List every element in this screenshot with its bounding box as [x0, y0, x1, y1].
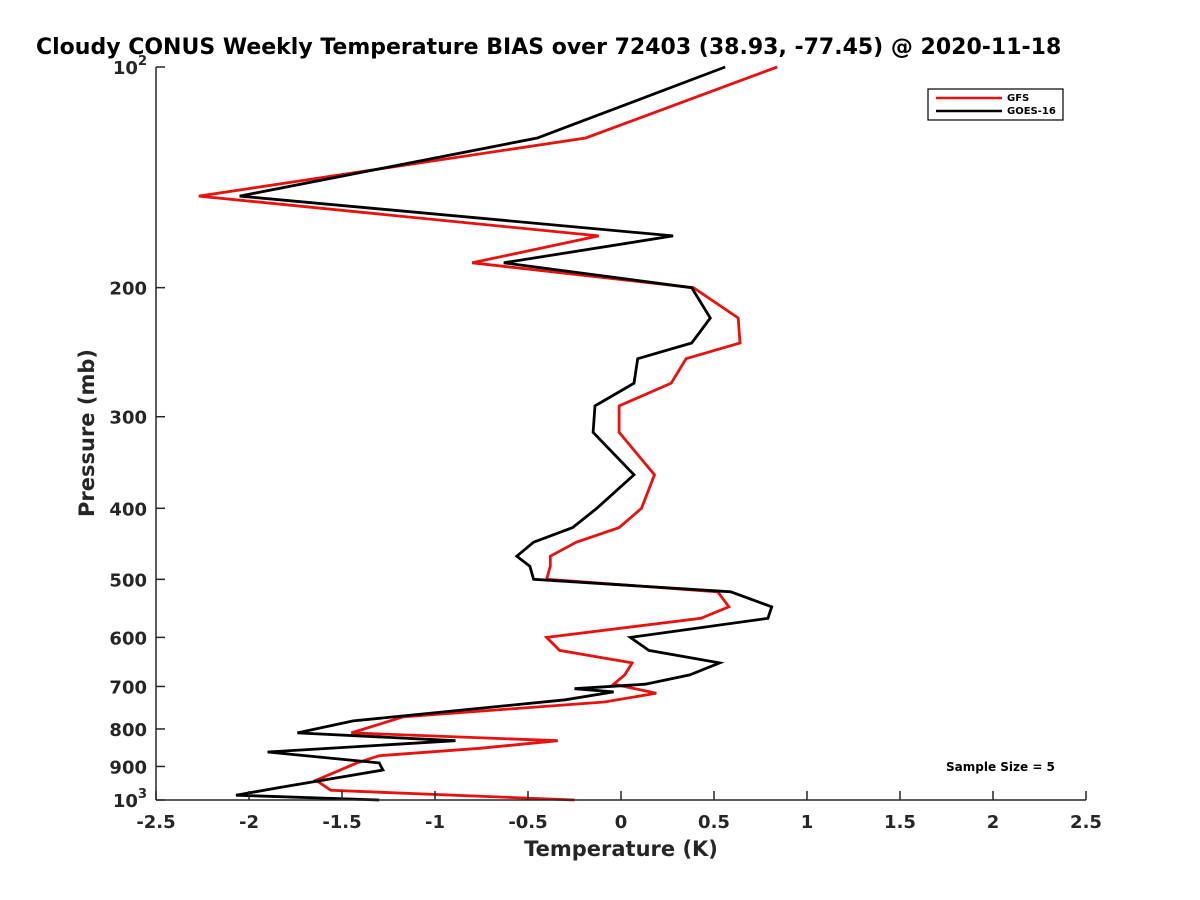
- y-tick-label: 700: [109, 677, 147, 698]
- x-tick-label: 0: [615, 812, 628, 833]
- legend: GFS GOES-16: [927, 88, 1064, 121]
- y-tick-label: 500: [109, 570, 147, 591]
- y-tick-label: 103: [113, 787, 147, 812]
- y-tick-label: 800: [109, 720, 147, 741]
- y-tick-label: 900: [109, 757, 147, 778]
- y-axis-label: Pressure (mb): [75, 349, 99, 517]
- x-tick-label: 2: [987, 812, 1000, 833]
- chart-title: Cloudy CONUS Weekly Temperature BIAS ove…: [36, 35, 1061, 60]
- y-tick-label: 400: [109, 499, 147, 520]
- series-layer: [198, 65, 778, 802]
- legend-label-goes16: GOES-16: [1007, 106, 1056, 117]
- x-tick-label: 0.5: [698, 812, 730, 833]
- y-tick-group: 102 200 300 400 500 600 700 800 900 103: [109, 54, 165, 812]
- x-tick-label: 1.5: [884, 812, 916, 833]
- series-line-goes16: [235, 65, 774, 802]
- legend-box: [927, 88, 1064, 121]
- x-tick-label: -0.5: [508, 812, 547, 833]
- legend-label-gfs: GFS: [1007, 93, 1029, 104]
- x-tick-label: -1: [425, 812, 445, 833]
- x-tick-group: -2.5 -2 -1.5 -1 -0.5 0 0.5 1 1.5 2 2.5: [136, 791, 1102, 833]
- x-tick-label: 2.5: [1070, 812, 1102, 833]
- x-tick-label: -1.5: [322, 812, 361, 833]
- x-tick-label: -2.5: [136, 812, 175, 833]
- y-tick-label: 200: [109, 279, 147, 300]
- x-tick-label: -2: [239, 812, 259, 833]
- y-tick-label: 600: [109, 628, 147, 649]
- y-tick-label: 300: [109, 408, 147, 429]
- sample-size-annotation: Sample Size = 5: [946, 760, 1055, 774]
- x-tick-label: 1: [801, 812, 814, 833]
- y-tick-label: 102: [113, 54, 147, 79]
- x-axis-label: Temperature (K): [524, 837, 718, 861]
